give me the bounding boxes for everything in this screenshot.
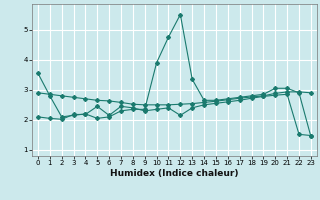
X-axis label: Humidex (Indice chaleur): Humidex (Indice chaleur) (110, 169, 239, 178)
